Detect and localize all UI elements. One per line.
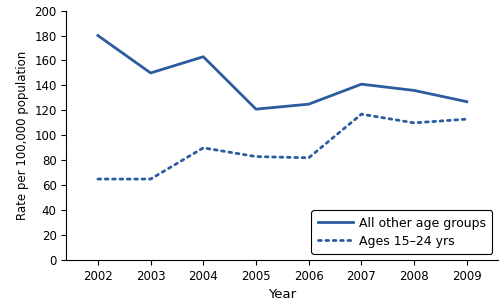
All other age groups — [358, 82, 364, 86]
Y-axis label: Rate per 100,000 population: Rate per 100,000 population — [16, 51, 29, 220]
All other age groups — [464, 100, 470, 103]
Ages 15–24 yrs — [411, 121, 417, 125]
Ages 15–24 yrs — [95, 177, 101, 181]
Ages 15–24 yrs — [253, 155, 259, 158]
All other age groups — [148, 71, 154, 75]
X-axis label: Year: Year — [268, 289, 296, 301]
Line: All other age groups: All other age groups — [98, 36, 467, 109]
Ages 15–24 yrs — [200, 146, 206, 150]
Legend: All other age groups, Ages 15–24 yrs: All other age groups, Ages 15–24 yrs — [311, 210, 492, 254]
All other age groups — [306, 102, 312, 106]
Ages 15–24 yrs — [306, 156, 312, 160]
Ages 15–24 yrs — [148, 177, 154, 181]
Line: Ages 15–24 yrs: Ages 15–24 yrs — [98, 114, 467, 179]
Ages 15–24 yrs — [358, 112, 364, 116]
All other age groups — [411, 89, 417, 92]
All other age groups — [253, 107, 259, 111]
All other age groups — [200, 55, 206, 59]
All other age groups — [95, 34, 101, 37]
Ages 15–24 yrs — [464, 117, 470, 121]
